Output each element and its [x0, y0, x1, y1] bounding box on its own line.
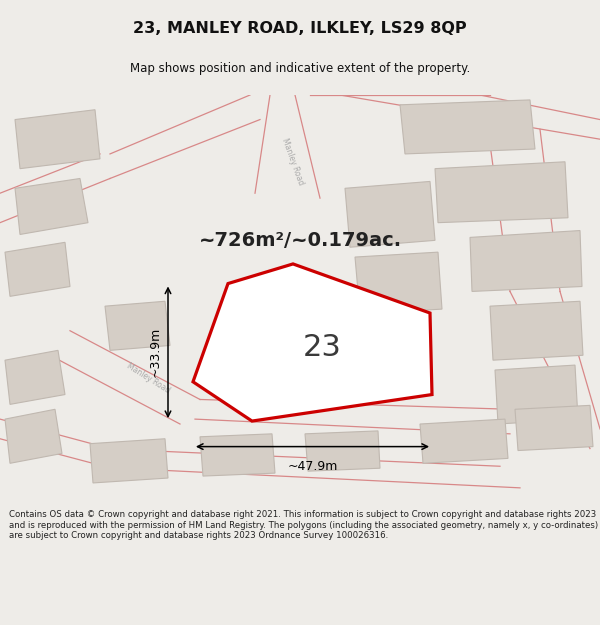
Polygon shape: [490, 301, 583, 360]
Polygon shape: [105, 301, 170, 351]
Polygon shape: [495, 365, 578, 424]
Polygon shape: [355, 252, 442, 314]
Polygon shape: [435, 162, 568, 222]
Polygon shape: [345, 181, 435, 248]
Polygon shape: [5, 242, 70, 296]
Polygon shape: [15, 179, 88, 234]
Text: ~726m²/~0.179ac.: ~726m²/~0.179ac.: [199, 231, 401, 250]
Text: Manley Road: Manley Road: [280, 137, 305, 186]
Polygon shape: [200, 434, 275, 476]
Polygon shape: [420, 419, 508, 463]
Polygon shape: [305, 431, 380, 471]
Polygon shape: [400, 100, 535, 154]
Text: Map shows position and indicative extent of the property.: Map shows position and indicative extent…: [130, 62, 470, 75]
Polygon shape: [15, 110, 100, 169]
Text: ~47.9m: ~47.9m: [287, 461, 338, 473]
Polygon shape: [5, 409, 62, 463]
Text: ~33.9m: ~33.9m: [149, 328, 162, 378]
Polygon shape: [5, 351, 65, 404]
Text: Contains OS data © Crown copyright and database right 2021. This information is : Contains OS data © Crown copyright and d…: [9, 511, 598, 540]
Polygon shape: [515, 406, 593, 451]
Text: Manley Road: Manley Road: [125, 361, 171, 395]
Polygon shape: [90, 439, 168, 483]
Text: 23: 23: [303, 333, 342, 362]
Text: 23, MANLEY ROAD, ILKLEY, LS29 8QP: 23, MANLEY ROAD, ILKLEY, LS29 8QP: [133, 21, 467, 36]
Polygon shape: [470, 231, 582, 291]
Polygon shape: [193, 264, 432, 421]
